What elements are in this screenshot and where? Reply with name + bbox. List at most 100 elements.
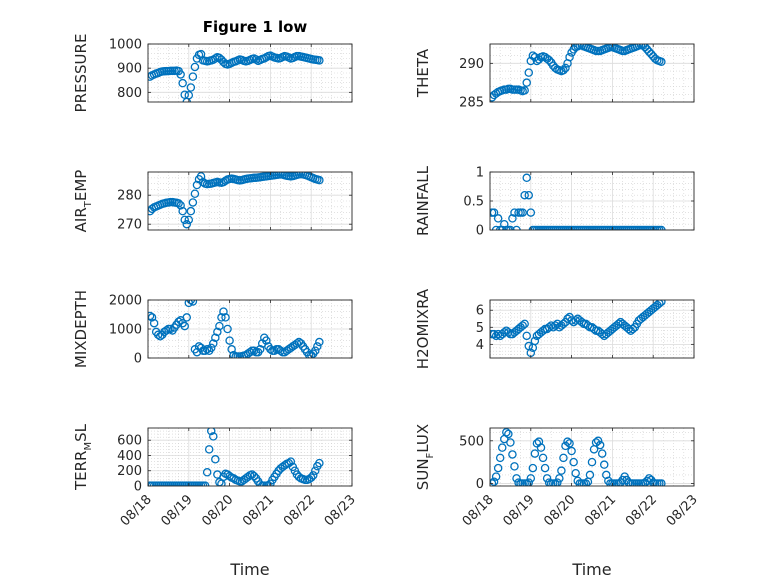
data-point	[491, 331, 501, 341]
y-tick-label: 1000	[109, 38, 142, 53]
data-point	[571, 316, 580, 325]
data-point	[202, 345, 212, 354]
data-point	[490, 477, 499, 486]
figure-title: Figure 1 low	[203, 18, 308, 36]
data-point	[270, 346, 279, 355]
data-point	[538, 453, 548, 463]
data-point	[657, 57, 666, 67]
data-point	[524, 68, 534, 77]
data-point	[518, 208, 527, 217]
y-tick-label: 5	[476, 321, 484, 336]
data-point	[526, 208, 536, 217]
data-point	[524, 478, 534, 486]
y-axis-label: AIRTEMP	[72, 170, 94, 233]
data-point	[280, 461, 289, 470]
data-point	[581, 479, 591, 486]
tick-marks	[147, 172, 353, 230]
data-point	[544, 323, 554, 332]
data-point	[178, 78, 187, 88]
y-axis-label-main: AIR	[72, 207, 90, 232]
data-point	[245, 347, 255, 357]
axes-box	[489, 299, 695, 359]
data-point	[624, 324, 633, 334]
data-point	[206, 428, 216, 436]
data-point	[190, 189, 200, 198]
data-point	[311, 466, 320, 475]
data-point	[188, 198, 198, 207]
data-point	[542, 474, 552, 483]
data-point	[585, 470, 595, 480]
y-tick-label: 0	[476, 477, 484, 492]
tick-marks	[489, 428, 695, 486]
data-point	[198, 177, 208, 187]
y-axis-label-rest: EMP	[72, 170, 90, 201]
data-point	[315, 458, 324, 468]
data-point	[186, 300, 196, 305]
minor-grid	[148, 427, 352, 487]
data-point	[528, 51, 538, 60]
y-tick-label: 600	[117, 434, 142, 449]
data-point	[174, 199, 183, 208]
data-point	[573, 44, 582, 51]
subplot-2: 270 280 AIRTEMP	[72, 170, 353, 233]
data-point	[186, 206, 196, 216]
subplot-0: 800 900 1000 PRESSURE	[72, 34, 353, 112]
data-point	[597, 449, 607, 458]
data-point	[493, 329, 503, 339]
series-markers	[148, 49, 324, 102]
data-point	[266, 345, 275, 354]
data-point	[211, 455, 220, 464]
axes-box	[489, 43, 695, 103]
data-point	[249, 471, 259, 481]
data-point	[229, 350, 238, 358]
tick-marks	[489, 300, 695, 358]
y-tick-label: 280	[117, 189, 142, 204]
y-tick-label: 500	[459, 434, 484, 449]
data-point	[634, 44, 644, 50]
data-point	[495, 453, 505, 463]
data-point	[311, 346, 320, 355]
tick-marks	[489, 44, 695, 103]
data-point	[514, 478, 523, 486]
subplot-5: 4 5 6 H2OMIXRA	[414, 288, 695, 369]
data-point	[544, 55, 554, 65]
y-tick-label: 0.5	[463, 195, 484, 210]
data-point	[315, 175, 324, 185]
y-tick-label: 2000	[109, 294, 142, 309]
data-point	[490, 479, 497, 486]
data-point	[184, 215, 194, 225]
data-point	[190, 62, 200, 72]
y-tick-label: 900	[117, 62, 142, 77]
data-point	[255, 480, 265, 486]
data-point	[569, 457, 578, 467]
data-point	[508, 450, 517, 459]
y-tick-label: 800	[117, 86, 142, 101]
data-point	[642, 476, 652, 486]
data-point	[202, 468, 212, 477]
series-markers	[148, 172, 324, 229]
series-markers	[490, 44, 666, 102]
y-axis-label-rest: LUX	[414, 424, 432, 453]
data-point	[563, 437, 572, 446]
data-point	[500, 328, 509, 337]
y-axis-label-subscript: T	[83, 200, 94, 208]
data-point	[262, 336, 271, 345]
data-point	[306, 473, 316, 482]
series-markers	[148, 300, 324, 358]
data-point	[178, 206, 187, 216]
data-point	[510, 462, 519, 471]
data-point	[595, 440, 605, 450]
data-point	[219, 307, 228, 316]
data-point	[571, 468, 580, 478]
tick-marks	[147, 428, 353, 487]
data-point	[526, 474, 536, 483]
data-point	[221, 313, 230, 322]
data-point	[510, 208, 519, 217]
data-point	[223, 324, 232, 334]
data-point	[524, 190, 534, 200]
data-point	[520, 190, 529, 200]
data-point	[182, 219, 192, 229]
subplot-4: 0 1000 2000 MIXDEPTH	[72, 290, 353, 368]
data-point	[176, 201, 185, 210]
